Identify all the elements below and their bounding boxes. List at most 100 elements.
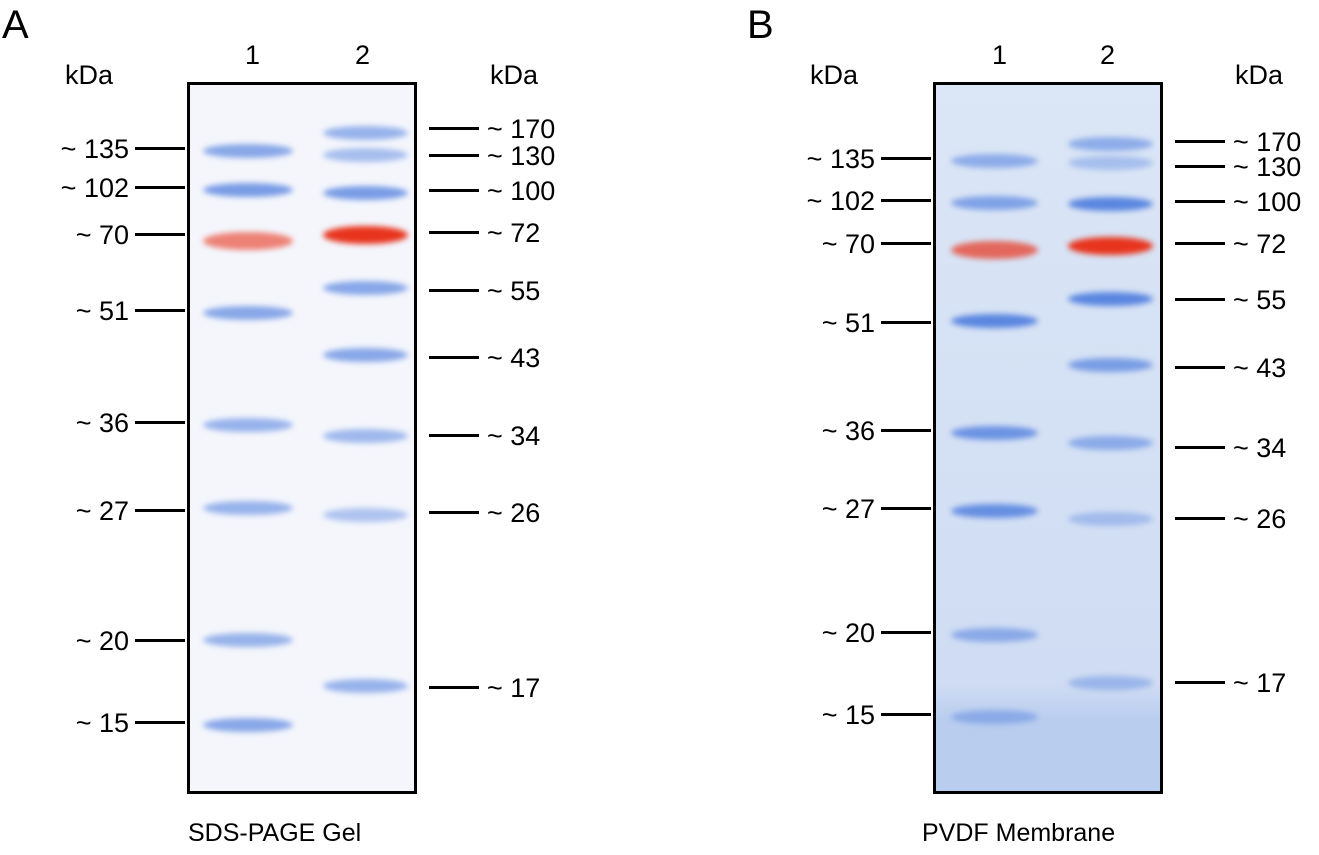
marker-tick [135, 509, 185, 512]
blue-band [1068, 292, 1153, 306]
gel-image [933, 82, 1163, 794]
marker-label: ~ 51 [821, 308, 875, 338]
marker-label: ~ 70 [75, 220, 129, 250]
blue-band [1068, 156, 1153, 170]
marker-tick [881, 429, 931, 432]
marker-tick [429, 289, 479, 292]
marker-tick [429, 154, 479, 157]
marker-label: ~ 34 [1233, 433, 1287, 463]
marker-label: ~ 27 [821, 494, 875, 524]
blue-band [203, 501, 293, 515]
marker-label: ~ 20 [821, 618, 875, 648]
unit-label-right: kDa [490, 60, 539, 90]
blue-band [323, 429, 408, 443]
panel-letter: B [747, 3, 774, 47]
marker-tick [1175, 517, 1225, 520]
red-band [323, 226, 408, 244]
marker-label: ~ 36 [75, 408, 129, 438]
red-band [1068, 237, 1153, 255]
unit-label-left: kDa [810, 60, 859, 90]
marker-tick [1175, 681, 1225, 684]
red-band [951, 241, 1038, 259]
blue-band [323, 679, 408, 693]
lane-number: 1 [992, 40, 1008, 70]
blue-band [1068, 197, 1153, 211]
marker-label: ~ 102 [60, 173, 129, 203]
marker-tick [135, 639, 185, 642]
marker-tick [1175, 446, 1225, 449]
marker-tick [429, 189, 479, 192]
marker-tick [881, 321, 931, 324]
marker-label: ~ 20 [75, 626, 129, 656]
marker-label: ~ 27 [75, 496, 129, 526]
marker-tick [429, 127, 479, 130]
blue-band [323, 281, 408, 295]
blue-band [203, 144, 293, 158]
blue-band [203, 183, 293, 197]
marker-label: ~ 130 [487, 141, 556, 171]
marker-label: ~ 170 [1233, 127, 1302, 157]
marker-tick [135, 421, 185, 424]
lane-number: 2 [1100, 40, 1116, 70]
marker-label: ~ 43 [487, 343, 541, 373]
marker-tick [1175, 140, 1225, 143]
marker-tick [429, 511, 479, 514]
marker-label: ~ 135 [806, 144, 875, 174]
marker-label: ~ 51 [75, 296, 129, 326]
marker-tick [429, 231, 479, 234]
marker-label: ~ 15 [75, 708, 129, 738]
blue-band [951, 314, 1038, 328]
blue-band [323, 148, 408, 162]
marker-tick [881, 713, 931, 716]
marker-tick [1175, 165, 1225, 168]
marker-label: ~ 100 [1233, 187, 1302, 217]
marker-label: ~ 36 [821, 416, 875, 446]
unit-label-left: kDa [65, 60, 114, 90]
marker-label: ~ 26 [1233, 504, 1287, 534]
blue-band [1068, 436, 1153, 450]
marker-label: ~ 34 [487, 421, 541, 451]
marker-label: ~ 170 [487, 114, 556, 144]
marker-tick [881, 157, 931, 160]
blue-band [951, 154, 1038, 168]
marker-label: ~ 102 [806, 186, 875, 216]
marker-label: ~ 15 [821, 700, 875, 730]
unit-label-right: kDa [1235, 60, 1284, 90]
blue-band [951, 426, 1038, 440]
marker-tick [135, 309, 185, 312]
marker-tick [135, 186, 185, 189]
panel-letter: A [2, 3, 29, 47]
marker-tick [881, 242, 931, 245]
marker-tick [881, 631, 931, 634]
marker-tick [881, 507, 931, 510]
panel-caption: PVDF Membrane [922, 819, 1116, 847]
marker-label: ~ 70 [821, 229, 875, 259]
marker-tick [429, 356, 479, 359]
marker-label: ~ 43 [1233, 353, 1287, 383]
marker-label: ~ 72 [1233, 229, 1287, 259]
blue-band [323, 348, 408, 362]
marker-label: ~ 26 [487, 498, 541, 528]
marker-tick [135, 721, 185, 724]
marker-label: ~ 17 [1233, 668, 1287, 698]
marker-tick [429, 434, 479, 437]
marker-tick [1175, 298, 1225, 301]
blue-band [323, 508, 408, 522]
marker-tick [1175, 366, 1225, 369]
blue-band [323, 126, 408, 140]
blue-band [951, 628, 1038, 642]
blue-band [203, 306, 293, 320]
marker-tick [135, 147, 185, 150]
blue-band [951, 504, 1038, 518]
lane-number: 1 [245, 40, 261, 70]
marker-tick [881, 199, 931, 202]
lane-number: 2 [355, 40, 371, 70]
marker-label: ~ 17 [487, 673, 541, 703]
marker-label: ~ 100 [487, 176, 556, 206]
panel-caption: SDS-PAGE Gel [188, 819, 362, 847]
blue-band [1068, 676, 1153, 690]
red-band [203, 232, 293, 250]
blue-band [203, 633, 293, 647]
blue-band [1068, 137, 1153, 151]
blue-band [951, 196, 1038, 210]
